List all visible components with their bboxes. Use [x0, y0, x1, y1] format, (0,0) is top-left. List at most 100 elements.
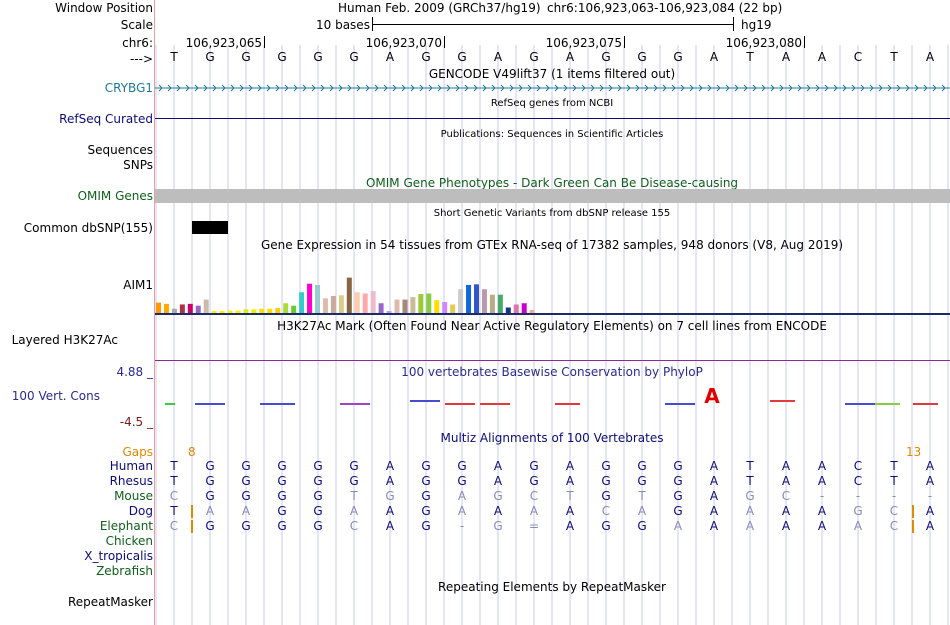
strand-chevron — [788, 84, 793, 92]
gtex-tissue-bar[interactable] — [307, 283, 313, 313]
gap-marker — [912, 505, 914, 518]
gtex-tissue-bar[interactable] — [458, 289, 464, 313]
alignment-base: G — [601, 474, 611, 488]
gtex-tissue-bar[interactable] — [275, 308, 281, 313]
strand-chevron — [689, 84, 694, 92]
phylop-score-mark — [195, 403, 225, 405]
gencode-gene-label[interactable]: CRYBG1 — [104, 81, 153, 95]
species-label[interactable]: Dog — [128, 504, 153, 518]
dbsnp-label[interactable]: Common dbSNP(155) — [23, 221, 153, 235]
publications-label-sequences[interactable]: Sequences — [87, 143, 153, 157]
species-label[interactable]: Zebrafish — [96, 564, 153, 578]
h3k27ac-label[interactable]: Layered H3K27Ac — [11, 333, 118, 347]
gtex-tissue-bar[interactable] — [330, 295, 336, 313]
gtex-tissue-bar[interactable] — [354, 292, 360, 313]
gtex-expression-chart[interactable] — [155, 252, 950, 314]
gtex-tissue-bar[interactable] — [235, 310, 241, 313]
gtex-tissue-bar[interactable] — [179, 304, 185, 313]
gencode-gene-line[interactable] — [155, 82, 950, 94]
gtex-tissue-bar[interactable] — [195, 305, 201, 313]
gtex-tissue-bar[interactable] — [267, 308, 273, 313]
scale-label: Scale — [120, 18, 153, 32]
strand-chevron — [203, 84, 208, 92]
gtex-tissue-bar[interactable] — [322, 298, 328, 313]
refseq-label[interactable]: RefSeq Curated — [59, 112, 153, 126]
alignment-base: A — [673, 519, 683, 533]
gtex-tissue-bar[interactable] — [529, 309, 535, 313]
gtex-tissue-bar[interactable] — [434, 300, 440, 313]
gtex-tissue-bar[interactable] — [243, 309, 249, 313]
gtex-tissue-bar[interactable] — [394, 299, 400, 313]
repeatmasker-label[interactable]: RepeatMasker — [67, 595, 153, 609]
gtex-tissue-bar[interactable] — [474, 284, 479, 313]
gtex-tissue-bar[interactable] — [291, 305, 297, 313]
species-label[interactable]: Elephant — [99, 519, 153, 533]
gtex-tissue-bar[interactable] — [410, 297, 416, 313]
gtex-tissue-bar[interactable] — [426, 293, 432, 313]
gtex-tissue-bar[interactable] — [450, 304, 456, 313]
gtex-tissue-bar[interactable] — [402, 299, 408, 313]
gtex-tissue-bar[interactable] — [418, 294, 424, 313]
gtex-tissue-bar[interactable] — [481, 289, 487, 313]
gtex-tissue-bar[interactable] — [346, 277, 352, 313]
strand-chevron — [194, 84, 199, 92]
gtex-gene-label[interactable]: AIM1 — [123, 278, 153, 292]
alignment-base: G — [529, 459, 539, 473]
gtex-tissue-bar[interactable] — [259, 308, 265, 313]
gtex-tissue-bar[interactable] — [203, 299, 209, 313]
gtex-tissue-bar[interactable] — [227, 310, 233, 313]
gtex-tissue-bar[interactable] — [466, 284, 472, 313]
gtex-tissue-bar[interactable] — [219, 311, 225, 313]
gtex-tissue-bar[interactable] — [156, 302, 161, 313]
gtex-tissue-bar[interactable] — [187, 303, 193, 313]
alignment-base: C — [889, 519, 899, 533]
gtex-tissue-bar[interactable] — [370, 291, 376, 313]
gtex-tissue-bar[interactable] — [338, 295, 344, 313]
gtex-tissue-bar[interactable] — [211, 311, 217, 313]
gtex-tissue-bar[interactable] — [497, 294, 503, 313]
gtex-tissue-bar[interactable] — [171, 308, 177, 313]
gtex-tissue-bar[interactable] — [362, 293, 368, 313]
alignment-base: G — [457, 459, 467, 473]
strand-chevron — [221, 84, 226, 92]
gtex-tissue-bar[interactable] — [163, 303, 169, 313]
alignment-base: G — [205, 489, 215, 503]
phylop-label[interactable]: 100 Vert. Cons — [11, 389, 100, 403]
chrom-tick-label: 106,923,070 — [365, 36, 442, 50]
phylop-score-mark — [770, 400, 795, 402]
base-letter: A — [925, 50, 935, 64]
dbsnp-variant[interactable] — [192, 221, 228, 234]
gtex-tissue-bar[interactable] — [315, 284, 320, 313]
gtex-tissue-bar[interactable] — [299, 292, 305, 313]
strand-chevron — [302, 84, 307, 92]
alignment-base: A — [529, 504, 539, 518]
strand-chevron — [752, 84, 757, 92]
species-label[interactable]: Mouse — [114, 489, 153, 503]
species-label[interactable]: Human — [109, 459, 153, 473]
strand-chevron — [905, 84, 910, 92]
omim-gene-bar[interactable] — [155, 189, 950, 203]
strand-chevron — [833, 84, 838, 92]
gtex-tissue-bar[interactable] — [378, 303, 384, 313]
species-label[interactable]: X_tropicalis — [84, 549, 153, 563]
gtex-tissue-bar[interactable] — [386, 311, 392, 313]
species-label[interactable]: Rhesus — [109, 474, 153, 488]
publications-label-snps[interactable]: SNPs — [123, 158, 153, 172]
gtex-tissue-bar[interactable] — [513, 304, 519, 313]
gtex-tissue-bar[interactable] — [442, 302, 448, 313]
gap-marker — [191, 520, 193, 533]
position-readout[interactable]: chr6:106,923,063-106,923,084 (22 bp) — [547, 1, 783, 15]
strand-chevron — [941, 84, 946, 92]
gtex-tissue-bar[interactable] — [283, 303, 289, 313]
refseq-track-title: RefSeq genes from NCBI — [490, 98, 614, 109]
omim-track-title: OMIM Gene Phenotypes - Dark Green Can Be… — [365, 176, 739, 190]
species-label[interactable]: Chicken — [105, 534, 153, 548]
omim-label[interactable]: OMIM Genes — [77, 189, 153, 203]
gtex-tissue-bar[interactable] — [489, 294, 495, 313]
strand-chevron — [617, 84, 622, 92]
refseq-gene-line[interactable] — [155, 118, 950, 119]
gtex-tissue-bar[interactable] — [505, 307, 511, 313]
phylop-wiggle[interactable] — [155, 385, 950, 415]
gtex-tissue-bar[interactable] — [521, 303, 527, 313]
gtex-tissue-bar[interactable] — [251, 309, 257, 313]
